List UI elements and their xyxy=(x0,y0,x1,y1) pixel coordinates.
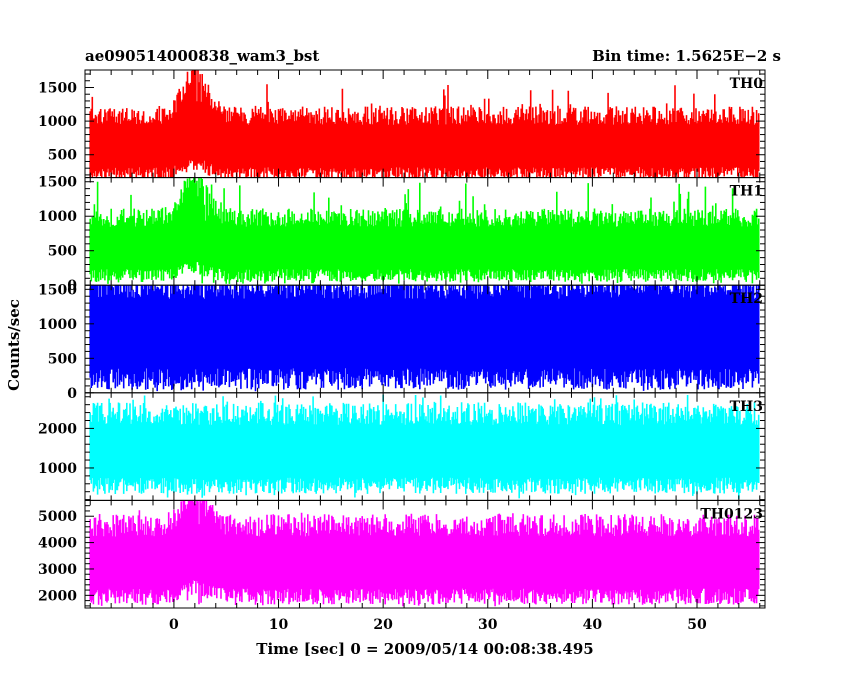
panel-th0123: 2000 3000 4000 5000 TH0123 xyxy=(38,499,766,609)
y-tick-label: 1000 xyxy=(38,209,77,225)
y-tick-label: 1500 xyxy=(38,175,77,191)
panel-th1: 0 500 1000 1500 TH1 xyxy=(38,175,766,294)
panel-label-th0: TH0 xyxy=(730,76,764,92)
y-tick-label: 0 xyxy=(67,278,77,294)
panel-th0: 500 1000 1500 TH0 xyxy=(38,69,766,179)
x-tick-label: 10 xyxy=(269,617,289,633)
x-tick-label: 20 xyxy=(373,617,393,633)
y-tick-label: 0 xyxy=(67,386,77,402)
figure-title: ae090514000838_wam3_bst xyxy=(85,47,319,65)
panel-label-th1: TH1 xyxy=(730,184,763,200)
panel-label-th0123: TH0123 xyxy=(700,506,763,522)
panel-th2: 0 500 1000 1500 TH2 xyxy=(38,282,766,402)
y-tick-label: 500 xyxy=(48,148,77,164)
y-tick-label: 2000 xyxy=(38,421,77,437)
series-th1-trace xyxy=(89,177,760,284)
y-tick-label: 2000 xyxy=(38,588,77,604)
panel-label-th3: TH3 xyxy=(730,399,763,415)
y-tick-label: 1000 xyxy=(38,114,77,130)
y-tick-label: 4000 xyxy=(38,536,77,552)
series-th3-trace xyxy=(89,394,760,499)
y-tick-label: 1000 xyxy=(38,461,77,477)
bin-time-label: Bin time: 1.5625E−2 s xyxy=(592,47,781,65)
x-tick-label: 40 xyxy=(583,617,603,633)
y-tick-label: 1500 xyxy=(38,80,77,96)
x-tick-label: 30 xyxy=(478,617,498,633)
x-axis-label: Time [sec] 0 = 2009/05/14 00:08:38.495 xyxy=(256,640,593,658)
y-tick-label: 1000 xyxy=(38,317,77,333)
y-tick-label: 500 xyxy=(48,244,77,260)
y-tick-label: 1500 xyxy=(38,282,77,298)
y-tick-label: 3000 xyxy=(38,562,77,578)
series-th0123-trace xyxy=(89,500,760,607)
x-tick-label: 50 xyxy=(687,617,707,633)
y-tick-label: 500 xyxy=(48,351,77,367)
y-axis-label: Counts/sec xyxy=(5,299,23,391)
x-tick-label: 0 xyxy=(169,617,179,633)
y-tick-label: 5000 xyxy=(38,509,77,525)
series-th2-trace xyxy=(89,285,760,392)
panel-th3: 1000 2000 TH3 xyxy=(38,392,766,501)
panel-label-th2: TH2 xyxy=(730,291,763,307)
series-th0-trace xyxy=(89,70,760,178)
